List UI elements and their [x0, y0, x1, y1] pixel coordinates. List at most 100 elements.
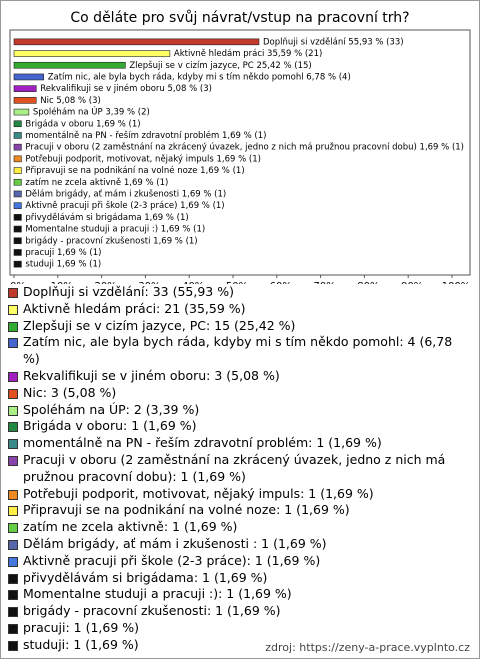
x-tick-label: 80%: [357, 281, 379, 284]
legend-item: Aktivně pracuji při škole (2-3 práce): 1…: [8, 553, 470, 570]
legend-swatch: [8, 288, 18, 298]
legend-item: Potřebuji podporit, motivovat, nějaký im…: [8, 486, 470, 503]
bar: [13, 167, 22, 174]
bar: [13, 237, 22, 245]
bar-label: Brigáda v oboru 1,69 % (1): [25, 119, 140, 129]
legend-swatch: [8, 371, 18, 382]
x-tick-label: 60%: [270, 281, 292, 284]
bar: [13, 260, 22, 268]
x-tick-label: 0%: [10, 281, 26, 284]
legend-swatch: [8, 640, 18, 651]
legend-label: studuji: 1 (1,69 %): [23, 636, 139, 652]
source: zdroj: https://zeny-a-prace.vyplnto.cz: [265, 641, 470, 654]
bar: [13, 214, 22, 221]
bar-label: Připravuji se na podnikání na volné noze…: [25, 165, 244, 176]
legend-item: Doplňuji si vzdělání: 33 (55,93 %): [8, 284, 470, 301]
bar-label: Zlepšuji se v cizím jazyce, PC 25,42 % (…: [129, 60, 311, 71]
legend-label: Spoléhám na ÚP: 2 (3,39 %): [23, 401, 200, 417]
bar: [13, 38, 260, 46]
bar: [13, 225, 22, 233]
bar-label: Zatím nic, ale byla bych ráda, kdyby mi …: [48, 72, 351, 82]
legend-swatch: [8, 422, 18, 433]
bar-label: Nic 5,08 % (3): [40, 96, 101, 106]
legend-swatch: [8, 388, 18, 399]
legend-label: Momentalne studuji a pracuji :): 1 (1,69…: [23, 586, 292, 602]
bar: [13, 249, 22, 256]
bar-label: pracuji 1,69 % (1): [25, 248, 101, 258]
legend-item: Pracuji v oboru (2 zaměstnání na zkrácen…: [8, 452, 470, 486]
x-tick-label: 70%: [313, 281, 335, 284]
legend-swatch: [8, 506, 18, 517]
x-tick-label: 50%: [226, 281, 248, 284]
bar: [13, 202, 22, 209]
bar: [13, 61, 126, 69]
legend-swatch: [8, 607, 18, 618]
bar: [13, 85, 37, 92]
bar-label: Dělám brigády, ať mám i zkušenosti 1,69 …: [25, 188, 226, 199]
legend-item: Zlepšuji se v cizím jazyce, PC: 15 (25,4…: [8, 318, 470, 335]
legend-item: Brigáda v oboru: 1 (1,69 %): [8, 418, 470, 435]
chart: Co děláte pro svůj návrat/vstup na praco…: [9, 10, 471, 284]
legend-swatch: [8, 455, 18, 466]
x-tick-label: 100%: [442, 281, 471, 284]
bar-label: Rekvalifikuji se v jiném oboru 5,08 % (3…: [40, 83, 212, 94]
bar: [13, 190, 22, 198]
legend-item: momentálně na PN - řeším zdravotní probl…: [8, 435, 470, 452]
bar-label: Spoléhám na ÚP 3,39 % (2): [33, 106, 150, 118]
legend-item: Zatím nic, ale byla bych ráda, kdyby mi …: [8, 334, 470, 368]
bar: [13, 73, 44, 81]
legend-label: Pracuji v oboru (2 zaměstnání na zkrácen…: [23, 451, 446, 484]
legend-item: zatím ne zcela aktivně: 1 (1,69 %): [8, 519, 470, 536]
legend-label: Rekvalifikuji se v jiném oboru: 3 (5,08 …: [23, 367, 280, 383]
x-tick-label: 90%: [401, 281, 423, 284]
bar-label: brigády - pracovní zkušenosti 1,69 % (1): [25, 235, 197, 246]
legend-swatch: [8, 304, 18, 315]
legend-label: Doplňuji si vzdělání: 33 (55,93 %): [23, 284, 234, 299]
legend-item: Rekvalifikuji se v jiném oboru: 3 (5,08 …: [8, 368, 470, 385]
bar-label: Aktivně pracuji při škole (2-3 práce) 1,…: [25, 200, 224, 211]
legend-label: Aktivně pracuji při škole (2-3 práce): 1…: [23, 552, 321, 568]
legend-label: Zatím nic, ale byla bych ráda, kdyby mi …: [23, 334, 453, 367]
legend-swatch: [8, 556, 18, 567]
legend-label: Potřebuji podporit, motivovat, nějaký im…: [23, 485, 374, 501]
x-tick-label: 30%: [138, 281, 160, 284]
legend-swatch: [8, 523, 18, 534]
bar-label: momentálně na PN - řeším zdravotní probl…: [25, 130, 266, 141]
bar: [13, 155, 22, 163]
legend-item: přivydělávám si brigádama: 1 (1,69 %): [8, 570, 470, 587]
bar-label: Pracuji v oboru (2 zaměstnání na zkrácen…: [25, 143, 464, 153]
legend-item: Momentalne studuji a pracuji :): 1 (1,69…: [8, 586, 470, 603]
legend-label: přivydělávám si brigádama: 1 (1,69 %): [23, 569, 268, 585]
legend-item: Připravuji se na podnikání na volné noze…: [8, 502, 470, 519]
bar: [13, 97, 37, 104]
x-tick-label: 20%: [94, 281, 116, 284]
legend-swatch: [8, 338, 18, 349]
legend-label: Zlepšuji se v cizím jazyce, PC: 15 (25,4…: [23, 317, 296, 333]
legend: Doplňuji si vzdělání: 33 (55,93 %) Aktivn…: [8, 284, 470, 654]
legend-swatch: [8, 439, 18, 450]
bar-label: Potřebuji podporit, motivovat, nějaký im…: [25, 154, 261, 164]
legend-label: zatím ne zcela aktivně: 1 (1,69 %): [23, 519, 238, 535]
bar-label: Doplňuji si vzdělání 55,93 % (33): [263, 36, 404, 47]
bar-label: přivydělávám si brigádama 1,69 % (1): [25, 213, 188, 223]
legend-swatch: [8, 623, 18, 634]
legend-swatch: [8, 405, 18, 416]
chart-title: Co děláte pro svůj návrat/vstup na praco…: [70, 10, 409, 26]
bar: [13, 178, 22, 186]
legend-item: Nic: 3 (5,08 %): [8, 385, 470, 402]
bar: [13, 50, 171, 57]
bar-label: Momentalne studuji a pracuji :) 1,69 % (…: [25, 225, 205, 235]
bar: [13, 108, 30, 116]
legend-item: Aktivně hledám práci: 21 (35,59 %): [8, 301, 470, 318]
legend-swatch: [8, 321, 18, 332]
legend-swatch: [8, 489, 18, 500]
bar-label: zatím ne zcela aktivně 1,69 % (1): [25, 178, 168, 188]
legend-label: Aktivně hledám práci: 21 (35,59 %): [23, 300, 246, 316]
legend-label: brigády - pracovní zkušenosti: 1 (1,69 %…: [23, 603, 281, 619]
legend-label: Brigáda v oboru: 1 (1,69 %): [23, 418, 197, 434]
legend-swatch: [8, 590, 18, 601]
bar: [13, 132, 22, 139]
legend-item: pracuji: 1 (1,69 %): [8, 620, 470, 637]
legend-label: momentálně na PN - řeším zdravotní probl…: [23, 435, 382, 451]
bar: [13, 120, 22, 128]
